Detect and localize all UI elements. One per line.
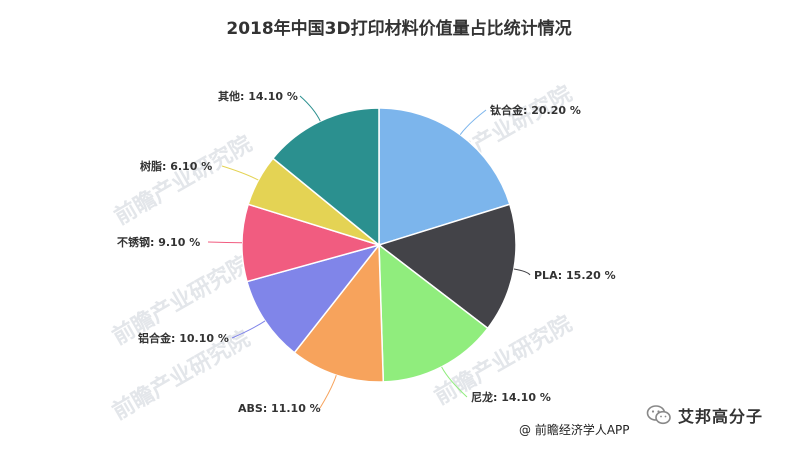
- label-connector-8: [299, 95, 321, 122]
- slice-label-3: 尼龙: 14.10 %: [471, 390, 551, 404]
- label-connector-6: [207, 241, 243, 244]
- chart-title: 2018年中国3D打印材料价值量占比统计情况: [226, 19, 572, 39]
- label-connector-4: [319, 375, 337, 409]
- slice-label-4: ABS: 11.10 %: [238, 402, 321, 415]
- pie-slice-3[interactable]: [378, 243, 489, 383]
- slice-label-2: PLA: 15.20 %: [534, 269, 616, 282]
- watermark-text: 前瞻产业研究院: [110, 131, 256, 231]
- label-connector-7: [221, 165, 259, 181]
- slice-label-1: 钛合金: 20.20 %: [490, 103, 581, 117]
- label-connectors: [207, 95, 531, 409]
- source-credit: @ 前瞻经济学人APP: [519, 421, 630, 438]
- brand-badge: 艾邦高分子: [646, 403, 763, 427]
- label-connector-1: [459, 109, 487, 135]
- brand-name: 艾邦高分子: [678, 407, 764, 426]
- slice-label-7: 树脂: 6.10 %: [140, 159, 212, 173]
- slice-label-5: 铝合金: 10.10 %: [138, 331, 229, 345]
- label-connector-2: [513, 268, 531, 276]
- pie-slice-5[interactable]: [246, 243, 382, 354]
- pie-labels: 钛合金: 20.20 % PLA: 15.20 % 尼龙: 14.10 % ABS: …: [117, 89, 616, 415]
- label-connector-3: [441, 366, 468, 398]
- slice-label-6: 不锈钢: 9.10 %: [117, 235, 200, 249]
- pie-slice-2[interactable]: [377, 203, 517, 330]
- credit-text: 前瞻经济学人APP: [534, 423, 630, 437]
- credit-at-sign: @: [519, 423, 531, 437]
- pie-slice-6[interactable]: [241, 203, 382, 283]
- pie-slices: [241, 107, 517, 383]
- slice-label-8: 其他: 14.10 %: [218, 89, 298, 103]
- pie-slice-4[interactable]: [293, 242, 385, 383]
- label-connector-5: [231, 320, 266, 339]
- pie-slice-8[interactable]: [271, 107, 380, 247]
- wechat-icon: [646, 405, 671, 425]
